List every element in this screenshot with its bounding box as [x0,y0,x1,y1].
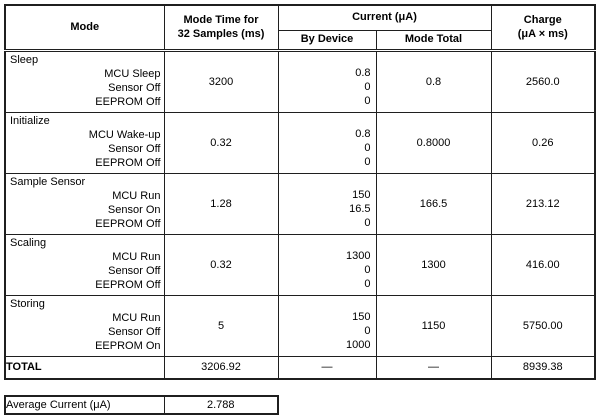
spacer [279,174,375,188]
table-row-sample-sensor: Sample Sensor MCU Run Sensor On EEPROM O… [4,172,596,235]
by-device-value: 0 [364,263,371,276]
device-line: EEPROM Off [95,217,161,230]
mode-total-value: 166.5 [375,172,492,235]
header-mode-total: Mode Total [375,29,492,52]
mode-time-value: 0.32 [163,111,279,174]
by-device-value: 0 [364,277,371,290]
by-device-cell: 1300 0 0 [277,233,377,296]
by-device-value: 0.8 [355,66,371,79]
total-mode-time: 3206.92 [163,355,279,379]
header-mode-time-line1: Mode Time for [183,14,259,27]
mode-group-label: Scaling [10,236,47,249]
by-device-value: 0 [364,80,371,93]
charge-value: 5750.00 [490,294,596,357]
device-line: Sensor Off [108,264,161,277]
header-row-1: Mode Mode Time for 32 Samples (ms) Curre… [4,4,596,52]
table-row-total: TOTAL 3206.92 — — 8939.38 [4,355,596,379]
device-line: EEPROM On [95,339,161,352]
device-line: Sensor Off [108,81,161,94]
mode-cell: Sample Sensor MCU Run Sensor On EEPROM O… [4,172,165,235]
mode-total-value: 1150 [375,294,492,357]
device-line: EEPROM Off [95,95,161,108]
mode-time-value: 3200 [163,49,279,113]
by-device-cell: 150 16.5 0 [277,172,377,235]
by-device-value: 0 [364,324,371,337]
mode-total-value: 1300 [375,233,492,296]
table-row-initialize: Initialize MCU Wake-up Sensor Off EEPROM… [4,111,596,174]
by-device-value: 16.5 [349,202,371,215]
average-current-table: Average Current (μA) 2.788 [4,394,279,415]
power-consumption-table: Mode Mode Time for 32 Samples (ms) Curre… [4,4,596,380]
mode-cell: Storing MCU Run Sensor Off EEPROM On [4,294,165,357]
total-by-device: — [277,355,377,379]
average-current-row: Average Current (μA) 2.788 [4,395,279,414]
mode-total-value: 0.8000 [375,111,492,174]
by-device-value: 1000 [346,338,371,351]
by-device-value: 1300 [346,249,371,262]
total-label: TOTAL [4,355,165,379]
average-current-label: Average Current (μA) [4,395,165,414]
table-row-scaling: Scaling MCU Run Sensor Off EEPROM Off 0.… [4,233,596,296]
mode-cell: Initialize MCU Wake-up Sensor Off EEPROM… [4,111,165,174]
by-device-value: 150 [352,188,371,201]
spacer [279,235,375,249]
mode-cell: Sleep MCU Sleep Sensor Off EEPROM Off [4,49,165,113]
by-device-cell: 150 0 1000 [277,294,377,357]
mode-time-value: 1.28 [163,172,279,235]
mode-total-value: 0.8 [375,49,492,113]
mode-group-label: Sleep [10,53,39,66]
header-charge: Charge (μA × ms) [490,4,596,52]
header-current: Current (μA) [277,4,492,31]
device-line: EEPROM Off [95,156,161,169]
mode-time-value: 5 [163,294,279,357]
device-line: MCU Wake-up [88,128,161,141]
device-line: Sensor On [107,203,161,216]
device-line: MCU Run [112,311,161,324]
device-line: Sensor Off [108,325,161,338]
mode-group-label: Initialize [10,114,50,127]
total-mode-total: — [375,355,492,379]
total-charge: 8939.38 [490,355,596,379]
by-device-cell: 0.8 0 0 [277,49,377,113]
header-row-2: By Device Mode Total [5,29,595,52]
device-line: MCU Run [112,189,161,202]
table-row-storing: Storing MCU Run Sensor Off EEPROM On 5 1… [4,294,596,357]
by-device-value: 0 [364,216,371,229]
charge-value: 213.12 [490,172,596,235]
charge-value: 416.00 [490,233,596,296]
header-by-device: By Device [277,29,377,52]
header-mode-time: Mode Time for 32 Samples (ms) [163,4,279,52]
header-mode: Mode [4,4,165,52]
mode-group-label: Storing [10,297,45,310]
charge-value: 0.26 [490,111,596,174]
spacer [279,296,375,310]
header-charge-line1: Charge [523,14,562,27]
header-charge-line2: (μA × ms) [517,28,568,41]
charge-value: 2560.0 [490,49,596,113]
spacer [279,52,375,66]
average-current-value: 2.788 [163,395,279,414]
mode-time-value: 0.32 [163,233,279,296]
mode-group-label: Sample Sensor [10,175,86,188]
table-row-sleep: Sleep MCU Sleep Sensor Off EEPROM Off 32… [4,49,596,113]
by-device-value: 0.8 [355,127,371,140]
header-mode-time-line2: 32 Samples (ms) [177,28,265,41]
by-device-value: 0 [364,141,371,154]
device-line: MCU Sleep [104,67,161,80]
by-device-cell: 0.8 0 0 [277,111,377,174]
by-device-value: 0 [364,155,371,168]
device-line: EEPROM Off [95,278,161,291]
by-device-value: 0 [364,94,371,107]
spacer [279,113,375,127]
mode-cell: Scaling MCU Run Sensor Off EEPROM Off [4,233,165,296]
device-line: MCU Run [112,250,161,263]
by-device-value: 150 [352,310,371,323]
device-line: Sensor Off [108,142,161,155]
